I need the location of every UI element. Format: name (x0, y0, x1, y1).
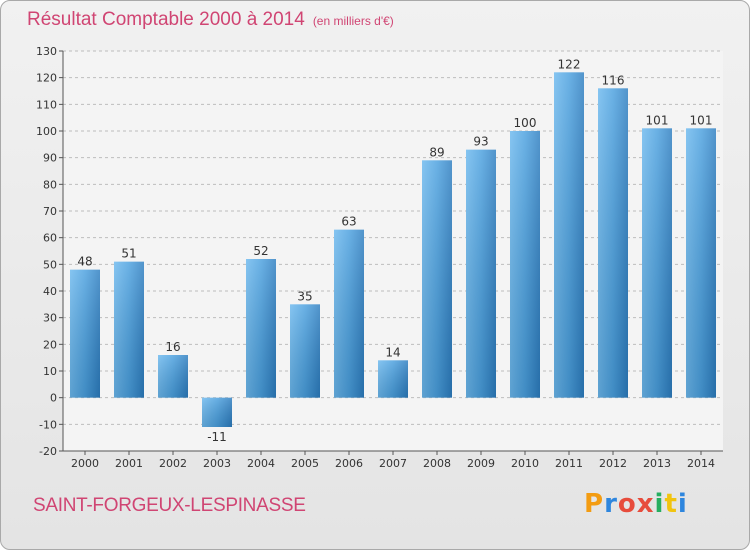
y-tick-label: 30 (43, 312, 57, 325)
x-tick-label: 2004 (247, 457, 275, 470)
bar-shade-2010 (510, 131, 540, 398)
bar-chart: -20 -10 0 10 20 30 40 50 60 70 80 90 100 110 120 130 200… (36, 45, 723, 470)
data-label-2002: 16 (165, 340, 180, 354)
logo-letter: i (654, 489, 665, 519)
y-tick-label: -10 (39, 418, 57, 431)
x-tick-label: 2008 (423, 457, 451, 470)
data-label-2003: -11 (207, 430, 227, 444)
data-label-2011: 122 (558, 57, 581, 71)
bar-shade-2012 (598, 88, 628, 398)
y-tick-label: 20 (43, 338, 57, 351)
y-tick-label: -20 (39, 445, 57, 458)
data-label-2009: 93 (473, 135, 488, 149)
data-label-2013: 101 (646, 113, 669, 127)
bar-shade-2005 (290, 304, 320, 398)
x-tick-label: 2005 (291, 457, 319, 470)
gridlines (63, 50, 723, 452)
bar-shade-2003 (202, 397, 232, 427)
x-tick-label: 2001 (115, 457, 143, 470)
y-tick-label: 60 (43, 232, 57, 245)
chart-title-row: Résultat Comptable 2000 à 2014 (en millie… (27, 9, 394, 31)
x-tick-label: 2011 (555, 457, 583, 470)
bar-shade-2001 (114, 261, 144, 398)
y-tick-label: 130 (36, 45, 57, 58)
logo-letter: o (617, 489, 637, 519)
bar-shade-2004 (246, 259, 276, 398)
data-label-2012: 116 (602, 73, 625, 87)
y-tick-label: 70 (43, 205, 57, 218)
x-tick-label: 2003 (203, 457, 231, 470)
x-tick-label: 2014 (687, 457, 715, 470)
data-label-2007: 14 (385, 345, 400, 359)
x-tick-label: 2002 (159, 457, 187, 470)
x-tick-label: 2013 (643, 457, 671, 470)
bar-shade-2002 (158, 355, 188, 398)
bar-shade-2011 (554, 72, 584, 398)
x-tick-label: 2006 (335, 457, 363, 470)
logo-letter: i (677, 489, 688, 519)
proxiti-logo: Proxiti (584, 489, 688, 519)
bar-shade-2007 (378, 360, 408, 398)
bar-shade-2009 (466, 149, 496, 398)
data-label-2014: 101 (690, 113, 713, 127)
x-tick-label: 2000 (71, 457, 99, 470)
y-tick-label: 120 (36, 72, 57, 85)
bar-shade-2000 (70, 269, 100, 398)
bar-shade-2013 (642, 128, 672, 398)
y-tick-label: 50 (43, 258, 57, 271)
logo-letter: t (664, 489, 678, 519)
y-tick-label: 0 (50, 392, 57, 405)
chart-subtitle: (en milliers d'€) (312, 14, 394, 28)
logo-letter: r (604, 489, 618, 519)
x-tick-label: 2010 (511, 457, 539, 470)
bar-shade-2006 (334, 229, 364, 398)
data-labels: 48 51 16 -11 52 35 63 14 89 93 100 122 116 101 101 (77, 57, 712, 444)
data-label-2005: 35 (297, 289, 312, 303)
data-label-2004: 52 (253, 244, 268, 258)
y-tick-label: 90 (43, 152, 57, 165)
logo-letter: x (636, 489, 655, 519)
commune-name: SAINT-FORGEUX-LESPINASSE (33, 495, 306, 516)
x-tick-label: 2007 (379, 457, 407, 470)
chart-title: Résultat Comptable 2000 à 2014 (27, 9, 305, 30)
y-tick-label: 40 (43, 285, 57, 298)
data-label-2010: 100 (514, 116, 537, 130)
y-tick-label: 10 (43, 365, 57, 378)
data-label-2000: 48 (77, 255, 92, 269)
y-tick-label: 80 (43, 178, 57, 191)
data-label-2008: 89 (429, 145, 444, 159)
y-tick-label: 100 (36, 125, 57, 138)
data-label-2001: 51 (121, 247, 136, 261)
bar-shade-2014 (686, 128, 716, 398)
logo-letter: P (584, 489, 605, 519)
bar-shade-2008 (422, 160, 452, 398)
data-label-2006: 63 (341, 215, 356, 229)
bars (70, 72, 716, 427)
y-tick-label: 110 (36, 98, 57, 111)
axes: -20 -10 0 10 20 30 40 50 60 70 80 90 100 110 120 130 200… (36, 45, 723, 470)
x-tick-label: 2012 (599, 457, 627, 470)
x-tick-label: 2009 (467, 457, 495, 470)
